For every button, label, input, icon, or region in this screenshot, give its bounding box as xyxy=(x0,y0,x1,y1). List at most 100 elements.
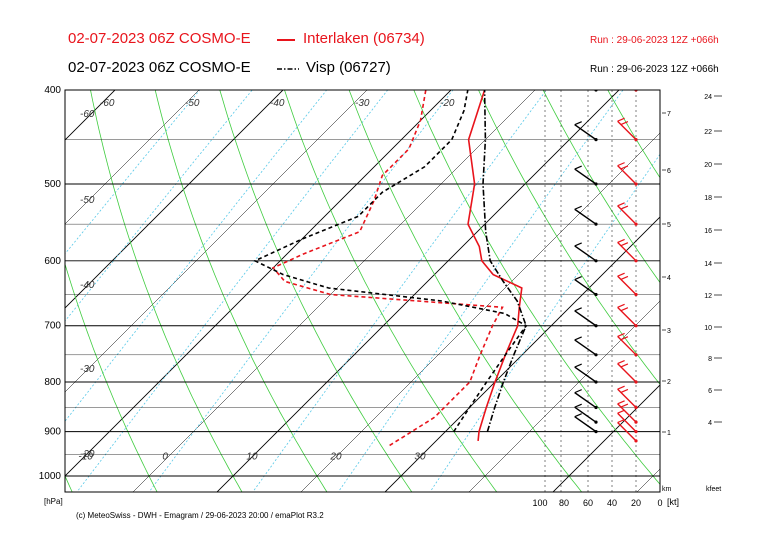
km-tick-label: 5 xyxy=(667,222,671,229)
wind-barb-dot xyxy=(594,259,598,263)
wind-barb-feather xyxy=(617,400,625,405)
wind-barb-feather xyxy=(574,276,582,281)
dry-adiabat-line xyxy=(219,90,413,492)
wind-barb-feather xyxy=(617,360,625,365)
dewpoint-line-interlaken xyxy=(271,90,504,447)
wind-barb-feather xyxy=(574,242,582,247)
isotherm-line xyxy=(716,79,766,496)
kfeet-tick-label: 4 xyxy=(708,420,712,427)
isotherm-label: 30 xyxy=(414,452,426,463)
legend-line-visp xyxy=(277,68,299,70)
wind-barb-feather xyxy=(620,242,629,247)
km-axis-label: km xyxy=(662,486,672,493)
isotherm-line xyxy=(636,468,660,492)
isotherm-line xyxy=(300,132,660,492)
wind-barb-feather xyxy=(574,121,582,126)
kfeet-tick-label: 22 xyxy=(704,129,712,136)
wind-barb-dot xyxy=(594,353,598,357)
wind-barb xyxy=(617,205,637,225)
isotherm-label: -10 xyxy=(78,452,93,463)
wind-barb xyxy=(574,124,597,141)
wind-barb-feather xyxy=(574,389,582,394)
wind-barb-feather xyxy=(617,385,625,390)
wind-barb xyxy=(574,245,597,262)
wind-barb-feather xyxy=(621,72,628,75)
wind-barb xyxy=(594,90,596,91)
isotherm-line xyxy=(65,90,200,225)
wind-barb xyxy=(574,406,597,423)
kfeet-tick-label: 14 xyxy=(704,261,712,268)
isotherm-label: -60 xyxy=(100,98,115,109)
kfeet-tick-label: 8 xyxy=(708,356,712,363)
dry-adiabat-line xyxy=(730,79,766,496)
isotherm-label: -40 xyxy=(270,98,285,109)
wind-barb-feather xyxy=(620,388,629,394)
wind-barb-feather xyxy=(618,69,625,72)
wind-barb xyxy=(617,306,637,327)
credit-text: (c) MeteoSwiss - DWH - Emagram / 29-06-2… xyxy=(76,511,324,520)
wind-barb xyxy=(617,241,637,262)
wind-barb xyxy=(635,90,636,91)
legend-line-interlaken xyxy=(277,39,295,41)
km-tick-label: 3 xyxy=(667,328,671,335)
dry-adiabat-line xyxy=(348,90,583,492)
isotherm-label: -20 xyxy=(440,98,455,109)
isotherm-line xyxy=(65,90,452,477)
wind-speed-tick-label: 80 xyxy=(559,498,569,508)
dry-adiabat-line xyxy=(284,90,498,492)
wind-barb-feather xyxy=(617,238,625,243)
mixing-ratio-line xyxy=(337,90,624,492)
wind-barb-feather xyxy=(617,202,625,207)
isotherm-line xyxy=(552,384,660,492)
isotherm-label: -60 xyxy=(80,109,95,120)
wind-barb xyxy=(617,403,637,423)
dry-adiabat-line xyxy=(65,262,158,492)
dry-adiabat-line xyxy=(542,90,660,284)
wind-barb xyxy=(617,335,637,356)
wind-barb-feather xyxy=(574,403,582,408)
wind-barb xyxy=(617,363,637,383)
isotherm-label: -50 xyxy=(185,98,200,109)
wind-barb-feather xyxy=(620,403,629,408)
wind-barb-dot xyxy=(634,439,638,443)
wind-barb-feather xyxy=(617,272,625,277)
wind-barb-feather xyxy=(620,275,629,281)
isotherm-label: -30 xyxy=(355,98,370,109)
wind-barb-dot xyxy=(594,420,598,424)
wind-barb-dot xyxy=(634,405,638,410)
wind-barb-dot xyxy=(594,292,598,297)
plot-area: -10 0 10 20 30 -60 -50 -40 -30 -20 -60 -50 -40 -30 -20 xyxy=(0,69,766,496)
temperature-line-visp xyxy=(482,90,527,432)
wind-barb xyxy=(617,421,637,442)
dry-adiabat-line xyxy=(154,90,328,492)
wind-barb-dot xyxy=(634,182,638,186)
title-run-visp: Run : 29-06-2023 12Z +066h xyxy=(590,64,719,75)
mixing-ratio-line xyxy=(76,90,389,492)
isotherm-line xyxy=(468,300,660,492)
wind-barb xyxy=(617,120,637,141)
isotherm-line xyxy=(0,79,42,496)
wind-barb-feather xyxy=(620,205,629,210)
isotherm-label: -30 xyxy=(80,364,95,375)
km-tick-label: 4 xyxy=(667,275,671,282)
wind-barb xyxy=(617,275,637,296)
wind-barb xyxy=(617,165,637,185)
pressure-tick-label: 500 xyxy=(44,179,61,190)
dry-adiabat-line xyxy=(90,90,243,492)
title-model-interlaken: 02-07-2023 06Z COSMO-E xyxy=(68,30,251,47)
wind-barb xyxy=(574,279,597,296)
km-tick-label: 1 xyxy=(667,430,671,437)
pressure-tick-label: 1000 xyxy=(39,471,62,482)
wind-barb-dot xyxy=(634,259,638,263)
wind-speed-tick-label: 0 xyxy=(657,498,662,508)
kfeet-tick-label: 24 xyxy=(704,94,712,101)
wind-barb xyxy=(617,388,637,409)
km-tick-label: 6 xyxy=(667,168,671,175)
wind-barb-dot xyxy=(634,138,638,142)
wind-barb-feather xyxy=(617,162,625,167)
wind-barb-feather xyxy=(574,307,582,312)
wind-barb-feather xyxy=(574,336,582,341)
wind-barb-dot xyxy=(594,324,598,328)
dry-adiabat-line xyxy=(607,90,660,179)
